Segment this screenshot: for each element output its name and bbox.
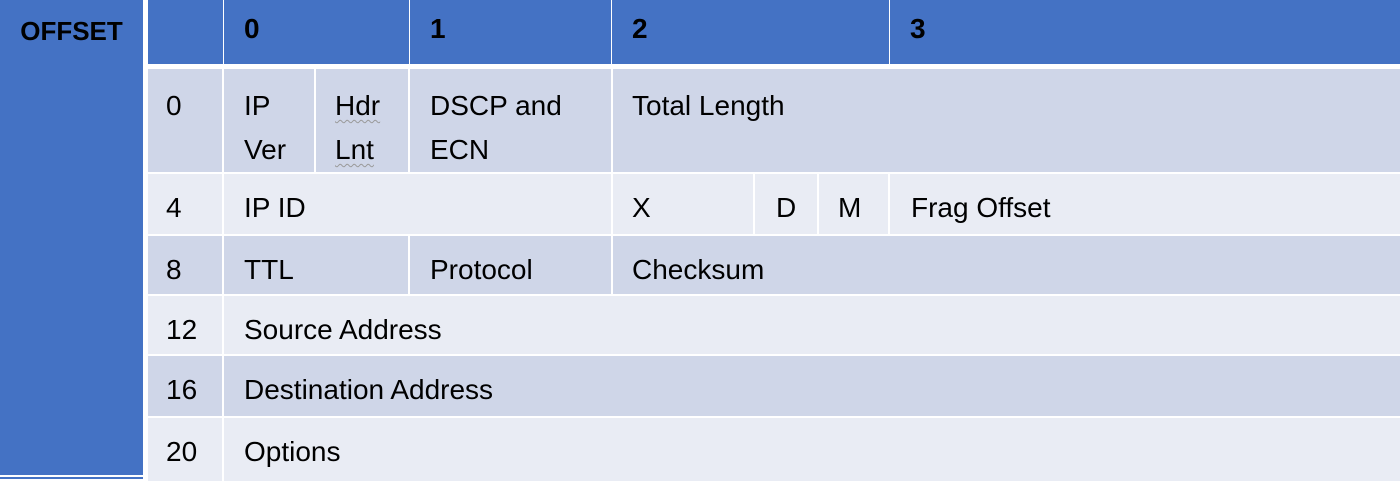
offset-label-4: 4	[166, 192, 182, 223]
destination-address-cell: Destination Address	[244, 374, 494, 405]
column-separator	[143, 0, 148, 481]
byte-col-0: 0	[244, 13, 260, 44]
total-length-cell: Total Length	[632, 90, 785, 121]
dscp-ecn-cell: DSCP and ECN	[430, 90, 562, 165]
offset-column	[0, 0, 143, 475]
source-address-cell: Source Address	[244, 314, 442, 345]
hdr-lnt-cell: Hdr Lnt	[335, 90, 381, 165]
cell-divider	[753, 174, 755, 234]
offset-title: OFFSET	[20, 16, 123, 46]
byte-col-3: 3	[910, 13, 926, 44]
cell-divider	[888, 174, 890, 234]
cell-divider	[611, 236, 613, 294]
row-offset-16	[148, 356, 1400, 416]
byte-col-1: 1	[430, 13, 446, 44]
row-offset-20	[148, 418, 1400, 481]
row-offset-12	[148, 296, 1400, 354]
offset-label-16: 16	[166, 374, 198, 405]
cell-divider	[611, 174, 613, 234]
row-offset-0	[148, 69, 1400, 172]
d-flag-cell: D	[776, 192, 797, 223]
cell-divider	[817, 174, 819, 234]
ip-id-cell: IP ID	[244, 192, 306, 223]
checksum-cell: Checksum	[632, 254, 765, 285]
header-divider	[611, 0, 612, 64]
row-offset-4	[148, 174, 1400, 234]
frag-offset-cell: Frag Offset	[911, 192, 1051, 223]
offset-label-0: 0	[166, 90, 182, 121]
byte-col-2: 2	[632, 13, 648, 44]
m-flag-cell: M	[838, 192, 862, 223]
header-separator	[148, 64, 1400, 69]
offset-divider	[222, 69, 224, 481]
cell-divider	[611, 69, 613, 172]
offset-label-8: 8	[166, 254, 182, 285]
ttl-cell: TTL	[244, 254, 294, 285]
cell-divider	[314, 69, 316, 172]
header-divider	[409, 0, 410, 64]
options-cell: Options	[244, 436, 341, 467]
byte-header	[148, 0, 1400, 64]
header-divider	[223, 0, 224, 64]
cell-divider	[408, 69, 410, 172]
offset-column-bottom-line	[0, 477, 143, 479]
ip-ver-cell: IP Ver	[244, 90, 287, 165]
offset-label-20: 20	[166, 436, 198, 467]
cell-divider	[408, 236, 410, 294]
offset-label-12: 12	[166, 314, 198, 345]
protocol-cell: Protocol	[430, 254, 533, 285]
header-divider	[889, 0, 890, 64]
x-flag-cell: X	[632, 192, 651, 223]
row-offset-8	[148, 236, 1400, 294]
